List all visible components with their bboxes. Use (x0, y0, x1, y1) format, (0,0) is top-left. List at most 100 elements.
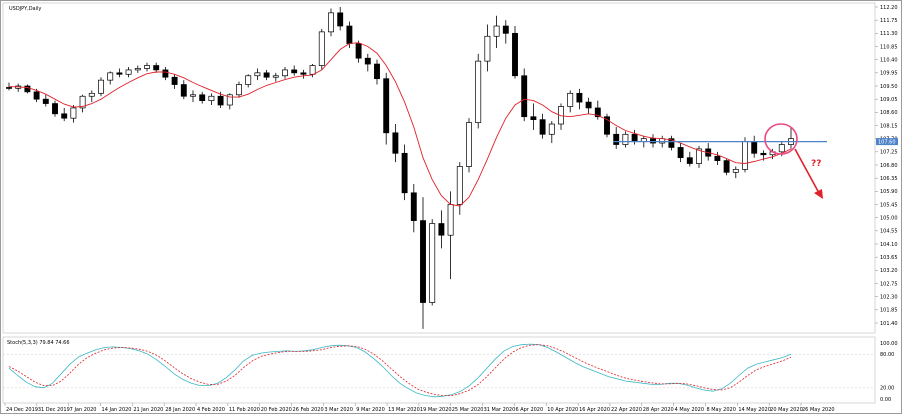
candle-body (686, 157, 693, 164)
date-tick-label: 14 Jan 2020 (102, 407, 132, 413)
stochastic-signal-line (8, 344, 792, 396)
candle-body (576, 92, 583, 103)
price-tick-label: 111.30 (880, 31, 898, 37)
candle-body (539, 119, 546, 135)
candle-body (364, 57, 371, 65)
date-tick-label: 22 Apr 2020 (611, 407, 642, 413)
candle-body (604, 116, 610, 135)
candle-body (594, 107, 601, 118)
candle-body (116, 72, 123, 75)
moving-average-layer (8, 42, 792, 207)
date-axis: 24 Dec 2019 31 Dec 2019 7 Jan 2020 14 Jan 2… (4, 403, 835, 413)
candle-body (420, 220, 426, 303)
candle-body (70, 107, 77, 119)
price-tick-label: 105.45 (880, 202, 898, 208)
candle-body (236, 84, 242, 96)
price-tick-label: 102.30 (880, 294, 898, 300)
candle-body (125, 69, 132, 75)
candle-body (6, 87, 12, 89)
price-tick-label: 109.95 (880, 71, 898, 77)
candle-body (226, 94, 233, 106)
candle-body (337, 12, 344, 27)
price-tick-label: 105.00 (880, 215, 898, 221)
candle-body (61, 113, 68, 119)
candle-body (309, 65, 316, 75)
candle-body (42, 98, 49, 104)
candle-body (263, 72, 270, 78)
price-tick-label: 109.50 (880, 84, 898, 90)
stochastic-level-label: 100.00 (880, 341, 898, 347)
candle-body (144, 65, 150, 69)
stochastic-main-line (8, 343, 792, 398)
date-tick-label: 20 May 2020 (770, 407, 803, 413)
date-tick-label: 25 Mar 2020 (452, 407, 484, 413)
candle-body (530, 116, 537, 120)
question-annotation: ?? (811, 159, 821, 169)
candle-body (751, 141, 758, 154)
candle-body (98, 79, 104, 94)
candle-body (558, 106, 564, 125)
price-tick-label: 110.40 (880, 57, 898, 63)
candle-body (282, 69, 288, 77)
price-tag-label: 107.60 (878, 139, 896, 145)
candle-body (742, 141, 748, 170)
date-tick-label: 21 Jan 2020 (133, 407, 163, 413)
candle-body (346, 25, 353, 44)
candle-body (475, 60, 482, 123)
candle-body (484, 35, 491, 62)
candle-body (134, 68, 141, 71)
candle-body (171, 76, 178, 85)
candle-body (52, 103, 58, 115)
price-tick-label: 110.85 (880, 44, 898, 50)
price-tick-label: 111.75 (880, 18, 898, 24)
candle-body (567, 92, 574, 107)
candle-body (732, 169, 739, 173)
price-tick-label: 102.75 (880, 281, 898, 287)
price-tick-label: 108.60 (880, 110, 898, 116)
date-tick-label: 26 Feb 2020 (293, 407, 324, 413)
date-tick-label: 4 May 2020 (675, 407, 704, 413)
stochastic-layer (8, 343, 792, 398)
candle-body (374, 63, 380, 80)
candle-body (548, 123, 555, 135)
candle-series (6, 7, 794, 329)
price-tick-label: 101.40 (880, 321, 898, 327)
candle-body (668, 138, 675, 148)
date-tick-label: 19 Mar 2020 (420, 407, 452, 413)
price-tick-label: 107.25 (880, 150, 898, 156)
symbol-label: USDJPY,Daily (9, 6, 41, 12)
candle-body (153, 65, 160, 71)
candle-body (696, 148, 702, 164)
stochastic-label: Stoch(5,3,3) 79.84 74.66 (7, 340, 70, 346)
candle-body (328, 12, 334, 33)
date-tick-label: 11 Feb 2020 (229, 407, 260, 413)
date-tick-label: 31 Mar 2020 (484, 407, 516, 413)
candle-body (190, 94, 196, 97)
price-tick-label: 108.15 (880, 123, 898, 129)
candle-body (447, 204, 454, 236)
candle-body (318, 31, 325, 66)
candle-body (760, 152, 767, 156)
candle-body (429, 223, 436, 303)
current-price-tag: 107.60 (876, 138, 898, 145)
candle-body (217, 95, 224, 106)
date-tick-label: 20 Feb 2020 (261, 407, 292, 413)
candle-body (714, 155, 721, 161)
date-tick-label: 10 Apr 2020 (547, 407, 578, 413)
price-tick-label: 106.35 (880, 176, 898, 182)
price-tick-label: 104.55 (880, 229, 898, 235)
down-arrow-shaft (794, 148, 820, 194)
price-tick-label: 106.80 (880, 163, 898, 169)
candle-body (245, 75, 252, 85)
candle-body (180, 84, 187, 97)
candle-body (466, 122, 472, 167)
candle-body (723, 160, 730, 173)
candle-body (401, 152, 408, 194)
stochastic-level-label: 20.00 (880, 386, 894, 392)
main-plot-frame (2, 2, 876, 334)
date-tick-label: 13 Mar 2020 (388, 407, 420, 413)
candle-body (677, 147, 684, 159)
candle-body (521, 75, 528, 118)
date-tick-label: 9 Mar 2020 (356, 407, 385, 413)
